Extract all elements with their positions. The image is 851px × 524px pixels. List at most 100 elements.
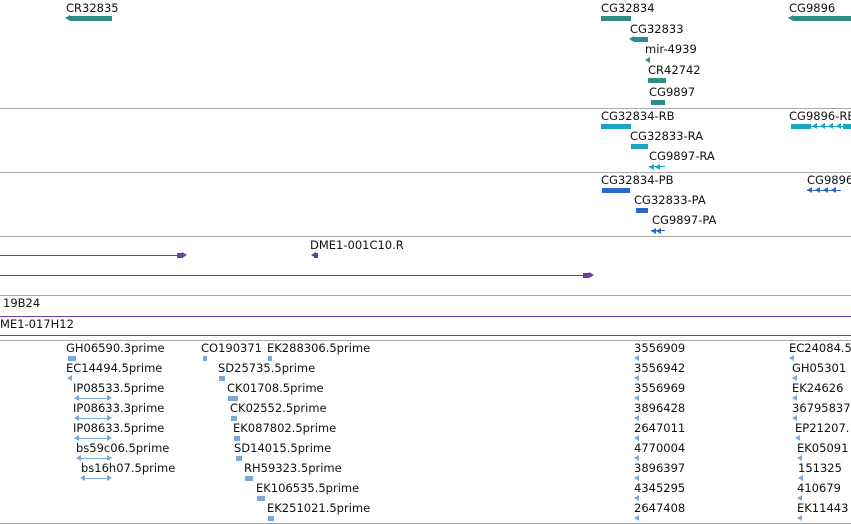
strand-arrow-icon (792, 395, 797, 401)
gene-label[interactable]: CG32834 (601, 1, 655, 15)
est-label[interactable]: GH06590.3prime (66, 341, 165, 355)
strand-arrow-icon (651, 228, 656, 234)
est-feature[interactable] (68, 356, 76, 361)
est-label[interactable]: 4345295 (634, 481, 686, 495)
bac-label[interactable]: 19B24 (3, 296, 41, 310)
mrna-feature[interactable] (631, 144, 648, 149)
strand-arrow-icon (634, 435, 639, 441)
gene-label[interactable]: mir-4939 (645, 42, 697, 56)
mrna-label[interactable]: CG32834-RB (601, 109, 675, 123)
protein-label[interactable]: CG32834-PB (601, 173, 674, 187)
gene-feature[interactable] (634, 37, 648, 42)
strand-arrow-icon (656, 228, 661, 234)
est-feature[interactable] (257, 496, 265, 501)
strand-arrow-icon (634, 375, 639, 381)
est-label[interactable]: EK106535.5prime (256, 481, 360, 495)
est-feature[interactable] (231, 416, 237, 421)
est-line[interactable] (82, 478, 110, 479)
est-label[interactable]: IP08533.5prime (73, 381, 165, 395)
est-feature[interactable] (234, 436, 240, 441)
est-feature[interactable] (268, 356, 272, 361)
est-label[interactable]: 2647011 (634, 421, 686, 435)
est-label[interactable]: 3556909 (634, 341, 686, 355)
est-line[interactable] (76, 418, 110, 419)
protein-label[interactable]: CG32833-PA (634, 193, 706, 207)
est-label[interactable]: 4770004 (634, 441, 686, 455)
mrna-feature[interactable] (791, 124, 811, 129)
est-label[interactable]: EP21207. (795, 421, 850, 435)
track-divider (0, 340, 851, 341)
est-label[interactable]: CK02552.5prime (230, 401, 327, 415)
protein-feature[interactable] (636, 208, 648, 213)
est-label[interactable]: EK251021.5prime (267, 501, 371, 515)
est-feature[interactable] (228, 396, 238, 401)
gene-feature[interactable] (651, 100, 665, 105)
est-label[interactable]: bs16h07.5prime (81, 461, 176, 475)
est-label[interactable]: 3896397 (634, 461, 686, 475)
protein-label[interactable]: CG9897-PA (652, 213, 717, 227)
est-label[interactable]: 3556969 (634, 381, 686, 395)
gene-label[interactable]: CG32833 (630, 22, 684, 36)
est-label[interactable]: EC14494.5prime (66, 361, 163, 375)
est-label[interactable]: 410679 (797, 481, 841, 495)
track-divider (0, 108, 851, 109)
est-label[interactable]: IP08633.5prime (73, 421, 165, 435)
clone-feature[interactable] (177, 253, 183, 258)
mrna-feature[interactable] (601, 124, 631, 129)
est-label[interactable]: EK11443 (797, 501, 849, 515)
est-feature[interactable] (219, 376, 225, 381)
est-label[interactable]: 3896428 (634, 401, 686, 415)
mrna-label[interactable]: CG32833-RA (630, 129, 704, 143)
clone-feature[interactable] (314, 253, 318, 258)
strand-arrow-icon (311, 252, 316, 258)
est-label[interactable]: IP08633.3prime (73, 401, 165, 415)
est-label[interactable]: CO190371 (201, 341, 262, 355)
est-feature[interactable] (268, 516, 274, 521)
mrna-label[interactable]: CG9896-RB (789, 109, 851, 123)
gene-feature[interactable] (648, 78, 666, 83)
clone-feature[interactable] (583, 273, 589, 278)
est-line[interactable] (76, 398, 110, 399)
strand-arrow-icon (788, 15, 793, 21)
est-label[interactable]: EK087802.5prime (233, 421, 337, 435)
bac-label[interactable]: ME1-017H12 (0, 317, 74, 331)
gene-label[interactable]: CG9896 (789, 1, 836, 15)
clone-label[interactable]: DME1-001C10.R (310, 238, 404, 252)
est-label[interactable]: CK01708.5prime (227, 381, 324, 395)
est-label[interactable]: SD25735.5prime (218, 361, 316, 375)
est-label[interactable]: SD14015.5prime (234, 441, 332, 455)
clone-line[interactable] (0, 255, 182, 256)
mrna-feature[interactable] (843, 124, 851, 129)
protein-feature[interactable] (602, 188, 630, 193)
gene-label[interactable]: CG9897 (649, 85, 696, 99)
gene-feature[interactable] (601, 16, 631, 21)
gene-feature[interactable] (793, 16, 851, 21)
est-line[interactable] (76, 438, 110, 439)
est-label[interactable]: EK05091 (797, 441, 849, 455)
est-label[interactable]: bs59c06.5prime (76, 441, 170, 455)
strand-arrow-icon (74, 415, 79, 421)
est-label[interactable]: GH05301 (792, 361, 847, 375)
strand-arrow-icon (107, 395, 112, 401)
est-feature[interactable] (203, 356, 207, 361)
est-label[interactable]: EC24084.5 (789, 341, 851, 355)
est-line[interactable] (78, 458, 110, 459)
gene-label[interactable]: CR42742 (648, 63, 701, 77)
clone-line[interactable] (0, 275, 589, 276)
est-feature[interactable] (236, 456, 242, 461)
est-label[interactable]: 36795837 (792, 401, 851, 415)
protein-label[interactable]: CG9896 (807, 173, 851, 187)
est-label[interactable]: 2647408 (634, 501, 686, 515)
est-label[interactable]: RH59323.5prime (244, 461, 342, 475)
est-label[interactable]: EK288306.5prime (267, 341, 371, 355)
est-label[interactable]: 151325 (798, 461, 842, 475)
bac-line[interactable] (0, 316, 851, 317)
strand-arrow-icon (795, 435, 800, 441)
gene-label[interactable]: CR32835 (66, 1, 119, 15)
bac-line[interactable] (0, 335, 851, 336)
mrna-label[interactable]: CG9897-RA (649, 149, 715, 163)
est-feature[interactable] (245, 476, 253, 481)
est-label[interactable]: 3556942 (634, 361, 686, 375)
est-label[interactable]: EK24626 (792, 381, 844, 395)
gene-feature[interactable] (70, 16, 112, 21)
